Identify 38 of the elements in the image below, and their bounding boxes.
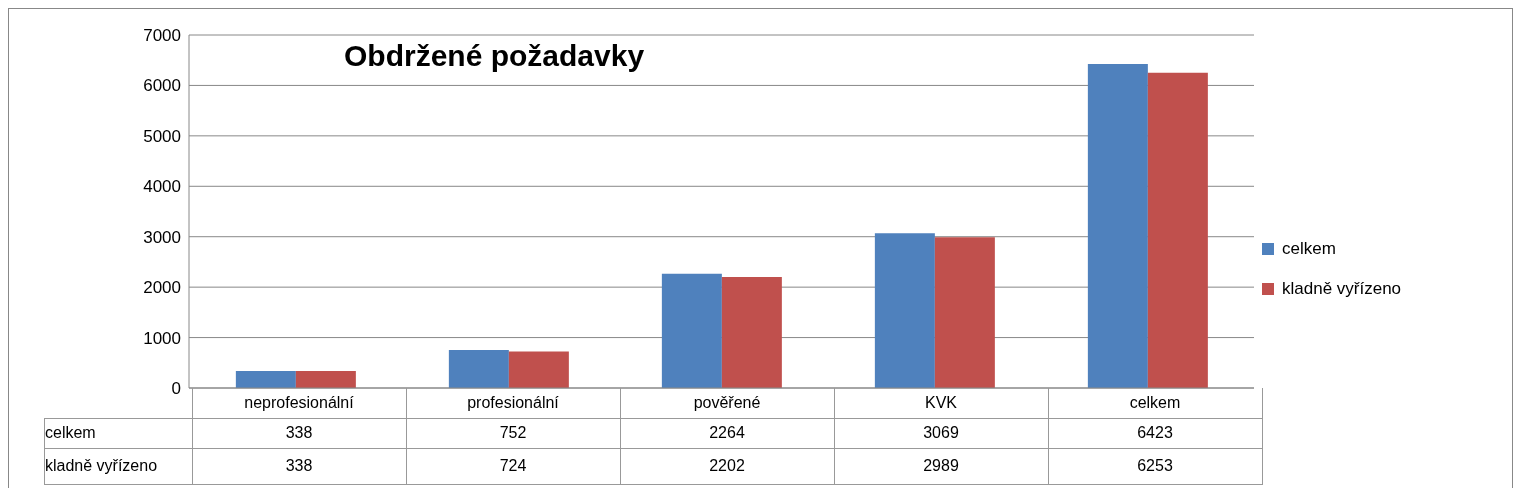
x-tick-label: profesionální bbox=[406, 388, 620, 418]
y-tick-label: 1000 bbox=[143, 328, 181, 348]
text: celkem bbox=[45, 424, 96, 441]
data-label: 724 bbox=[406, 448, 620, 484]
x-tick-label: neprofesionální bbox=[192, 388, 406, 418]
bar bbox=[1087, 64, 1148, 388]
bar bbox=[235, 370, 296, 388]
text: kladně vyřízeno bbox=[45, 457, 158, 474]
y-tick-label: 0 bbox=[171, 379, 181, 399]
legend-label: celkem bbox=[1281, 238, 1337, 260]
y-tick-label: 4000 bbox=[143, 177, 181, 197]
bar bbox=[1147, 72, 1208, 388]
bar bbox=[721, 276, 782, 388]
y-tick-label: 2000 bbox=[143, 278, 181, 298]
data-label: 338 bbox=[192, 418, 406, 448]
bar bbox=[448, 350, 509, 388]
data-label: 752 bbox=[406, 418, 620, 448]
bar bbox=[874, 233, 935, 388]
bar bbox=[508, 351, 569, 388]
data-label: 6253 bbox=[1048, 448, 1262, 484]
data-label: 6423 bbox=[1048, 418, 1262, 448]
x-tick-label: pověřené bbox=[620, 388, 834, 418]
data-label: 2989 bbox=[834, 448, 1048, 484]
y-tick-label: 6000 bbox=[143, 76, 181, 96]
y-tick-label: 5000 bbox=[143, 126, 181, 146]
data-label: 2202 bbox=[620, 448, 834, 484]
legend-label: kladně vyřízeno bbox=[1281, 278, 1402, 300]
x-tick-label: KVK bbox=[834, 388, 1048, 418]
data-label: 338 bbox=[192, 448, 406, 484]
bar bbox=[934, 237, 995, 388]
x-tick-label: celkem bbox=[1048, 388, 1262, 418]
y-tick-label: 3000 bbox=[143, 227, 181, 247]
chart-title: Obdržené požadavky bbox=[344, 39, 645, 73]
data-label: 2264 bbox=[620, 418, 834, 448]
bar bbox=[295, 370, 356, 388]
y-tick-label: 7000 bbox=[143, 26, 181, 46]
data-label: 3069 bbox=[834, 418, 1048, 448]
bar bbox=[661, 273, 722, 388]
